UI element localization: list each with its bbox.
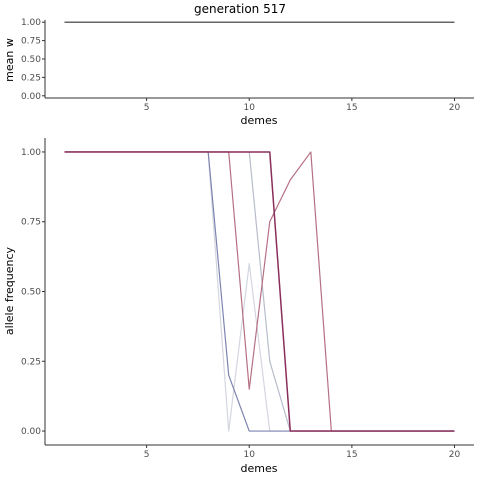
- mean-w-x-tick-label: 15: [346, 103, 357, 113]
- allele-frequency-series-line-2: [65, 152, 455, 431]
- allele-frequency-y-tick-label: 0.50: [21, 288, 41, 298]
- allele-frequency-x-tick-label: 15: [346, 450, 357, 460]
- allele-frequency-x-tick-label: 5: [144, 450, 150, 460]
- mean-w-x-tick-label: 10: [244, 103, 256, 113]
- mean-w-y-tick-label: 0.75: [21, 37, 41, 47]
- allele-frequency-x-tick-label: 10: [244, 450, 256, 460]
- mean-w-y-tick-label: 0.25: [21, 73, 41, 83]
- mean-w-y-axis-title: mean w: [3, 38, 16, 82]
- allele-frequency-axes: 5 10 15 20 0.00 0.25 0.50 0.75 1.00: [21, 138, 474, 460]
- allele-frequency-series-line-3: [65, 152, 455, 431]
- allele-frequency-series-line-4: [65, 152, 455, 431]
- allele-frequency-x-tick-label: 20: [449, 450, 461, 460]
- mean-w-y-tick-label: 1.00: [21, 18, 41, 28]
- allele-frequency-y-tick-label: 1.00: [21, 148, 41, 158]
- allele-frequency-y-axis-title: allele frequency: [3, 246, 16, 335]
- allele-frequency-y-tick-label: 0.75: [21, 218, 41, 228]
- mean-w-x-axis-title: demes: [241, 114, 278, 127]
- plot-title: generation 517: [194, 2, 286, 16]
- mean-w-panel: 5 10 15 20 0.00 0.25 0.50 0.75 1.00 demes mean w: [3, 18, 474, 127]
- allele-frequency-series-line-5: [65, 152, 455, 431]
- allele-frequency-series-line-1: [65, 152, 455, 431]
- mean-w-axes: 5 10 15 20 0.00 0.25 0.50 0.75 1.00: [21, 18, 474, 113]
- allele-frequency-x-axis-title: demes: [241, 462, 278, 475]
- allele-frequency-y-tick-label: 0.00: [21, 427, 41, 437]
- allele-frequency-series: [65, 152, 455, 431]
- mean-w-y-tick-label: 0.50: [21, 55, 41, 65]
- allele-frequency-panel: 5 10 15 20 0.00 0.25 0.50 0.75 1.00 demes allele…: [3, 138, 474, 475]
- allele-frequency-y-tick-label: 0.25: [21, 357, 41, 367]
- mean-w-x-tick-label: 5: [144, 103, 150, 113]
- mean-w-x-tick-label: 20: [449, 103, 461, 113]
- mean-w-y-tick-label: 0.00: [21, 92, 41, 102]
